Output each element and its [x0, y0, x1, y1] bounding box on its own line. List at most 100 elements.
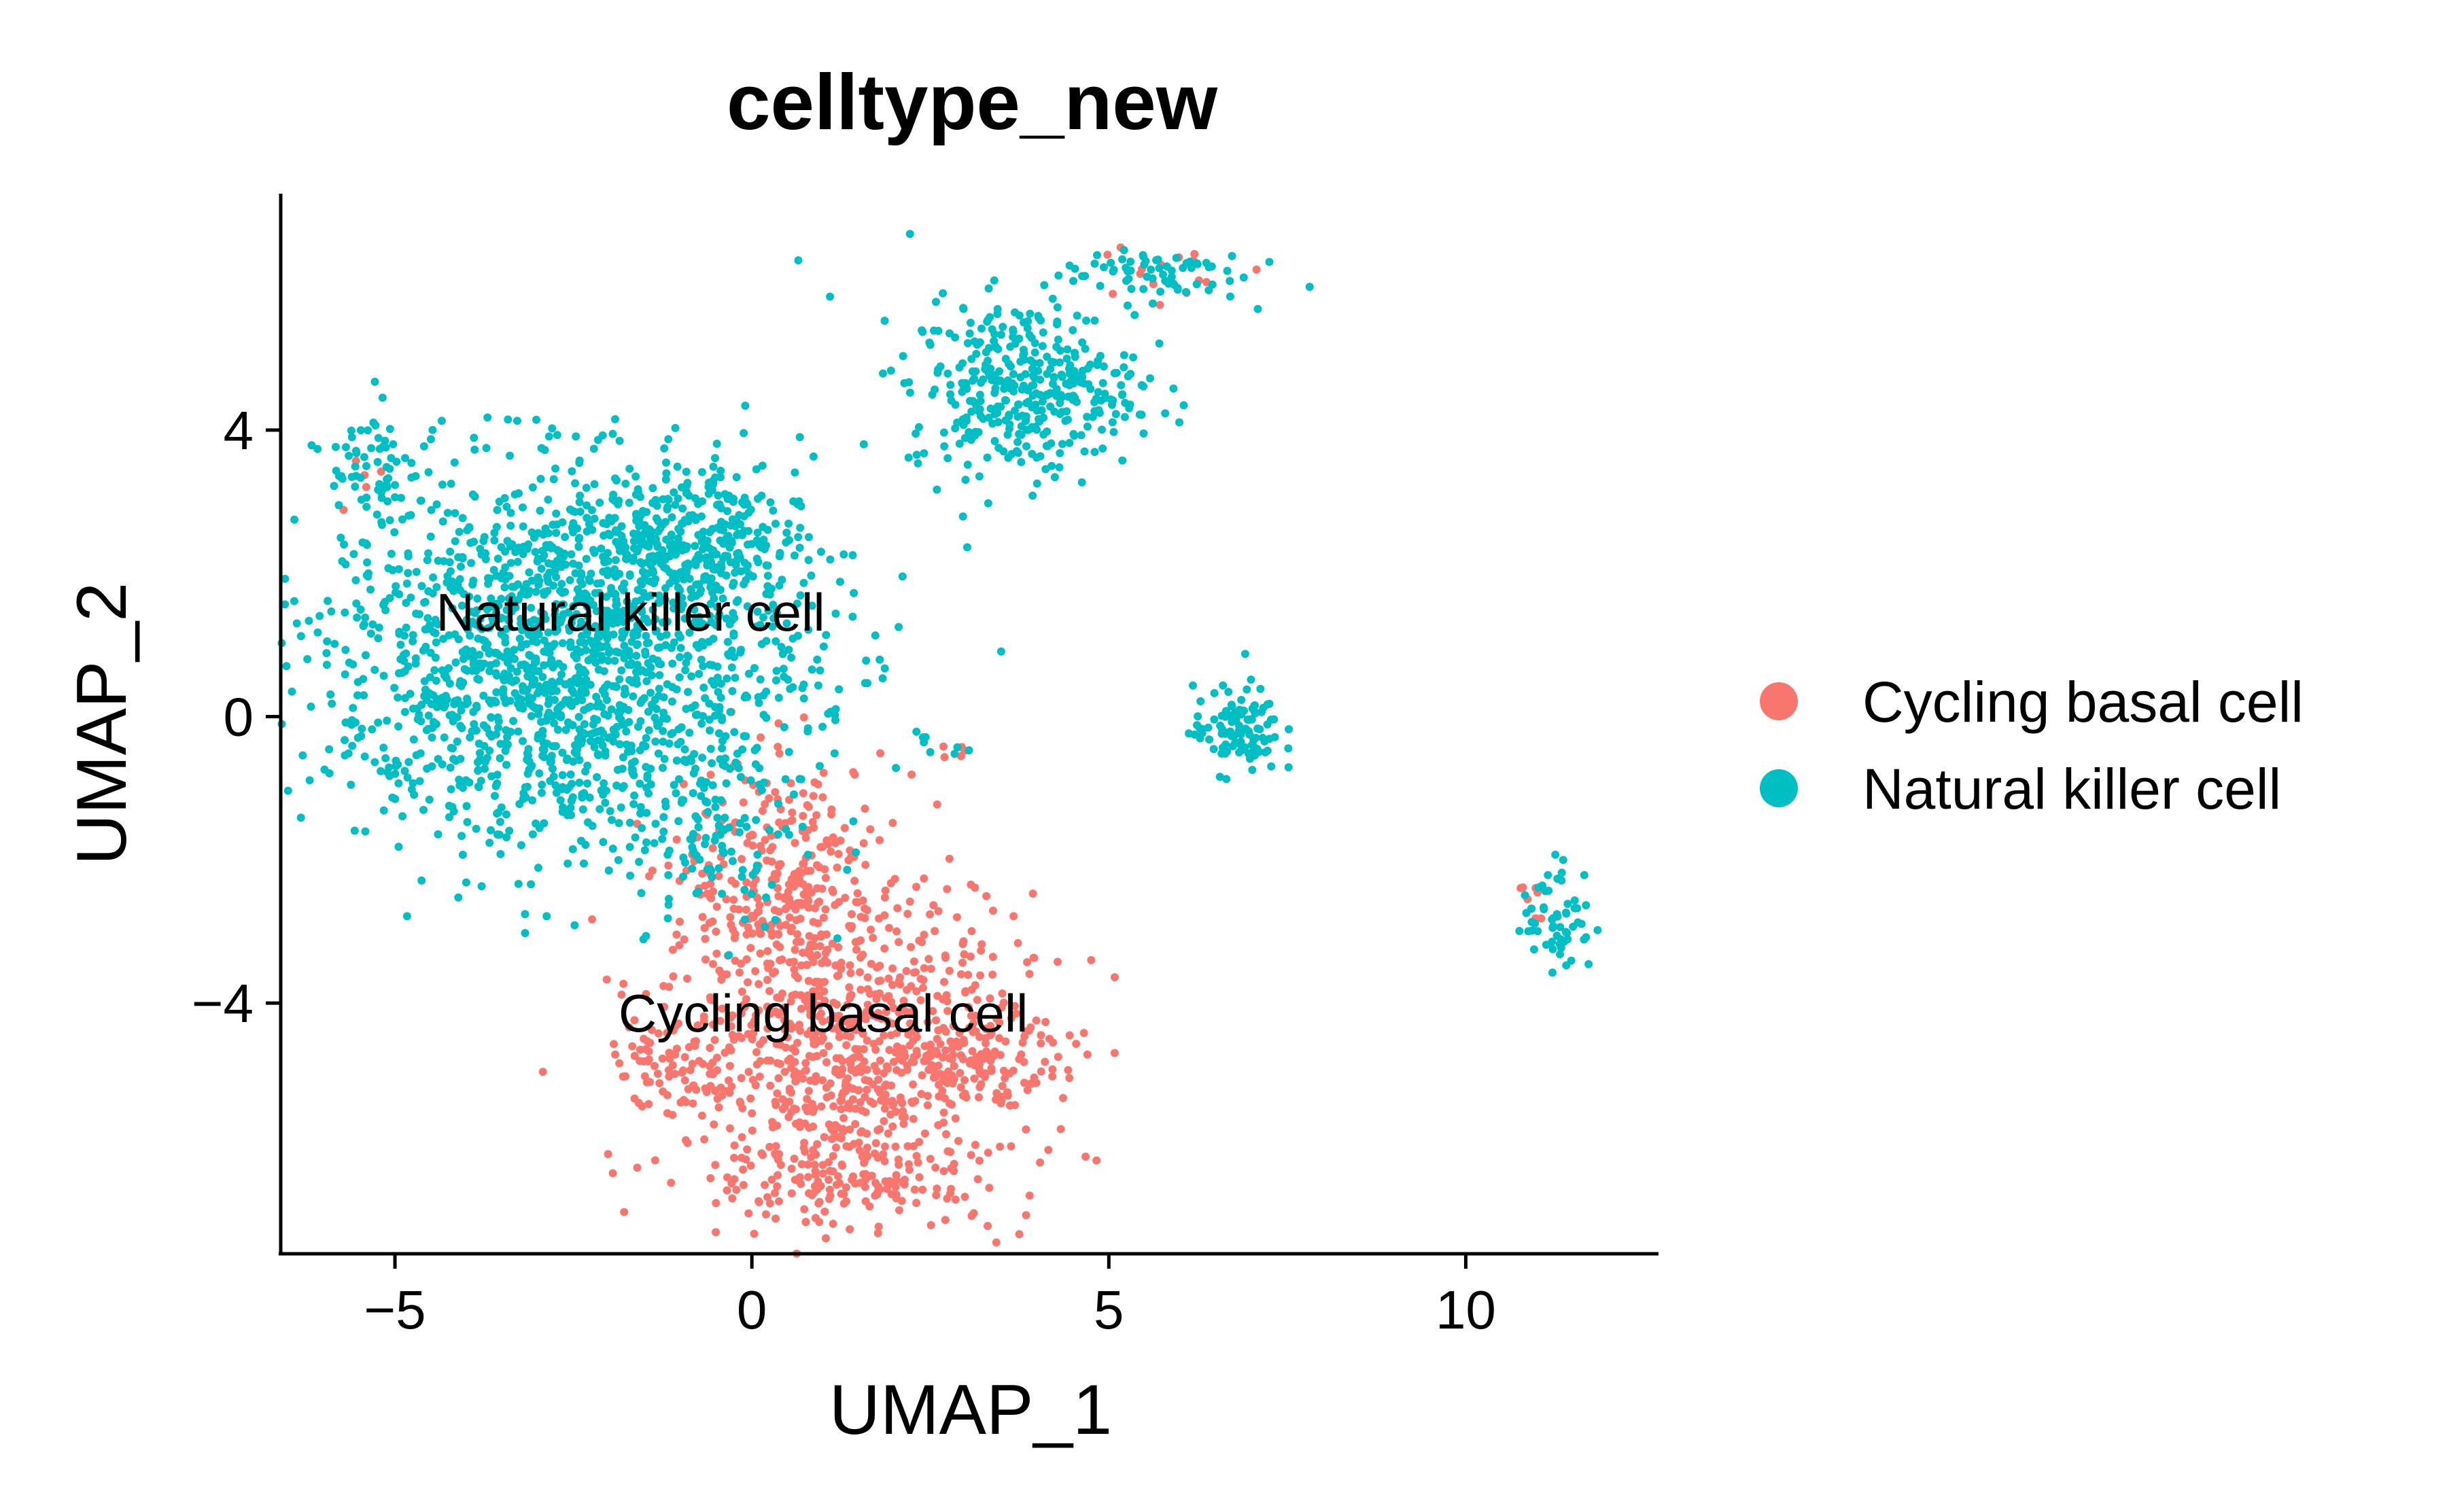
scatter-point	[1078, 372, 1087, 381]
scatter-point	[537, 718, 546, 726]
scatter-point	[604, 656, 612, 665]
scatter-point	[1228, 718, 1236, 726]
scatter-point	[880, 1097, 889, 1106]
scatter-point	[1120, 246, 1128, 255]
scatter-point	[508, 540, 517, 548]
scatter-point	[464, 625, 472, 634]
scatter-point	[778, 576, 786, 584]
scatter-point	[942, 1130, 950, 1139]
scatter-point	[537, 444, 546, 453]
scatter-point	[345, 451, 353, 460]
scatter-point	[752, 465, 761, 474]
scatter-point	[700, 541, 708, 550]
scatter-point	[909, 1142, 918, 1150]
scatter-point	[973, 340, 982, 349]
scatter-point	[784, 675, 793, 684]
scatter-point	[862, 656, 871, 665]
scatter-point	[791, 468, 799, 477]
scatter-point	[1137, 410, 1146, 419]
scatter-point	[578, 665, 587, 674]
scatter-point	[954, 1137, 962, 1145]
scatter-point	[886, 1110, 895, 1119]
scatter-point	[454, 635, 463, 644]
scatter-point	[880, 664, 889, 673]
scatter-point	[361, 827, 370, 836]
scatter-point	[394, 843, 403, 851]
scatter-point	[742, 822, 751, 831]
scatter-point	[402, 912, 411, 921]
scatter-point	[655, 643, 664, 652]
scatter-point	[426, 648, 435, 657]
scatter-point	[940, 442, 949, 451]
scatter-point	[797, 775, 805, 784]
scatter-point	[658, 834, 667, 843]
scatter-point	[1245, 727, 1253, 735]
scatter-point	[572, 645, 581, 654]
scatter-point	[714, 491, 723, 500]
scatter-point	[614, 707, 623, 716]
scatter-point	[837, 964, 846, 973]
scatter-point	[706, 1174, 715, 1182]
scatter-point	[459, 784, 468, 792]
scatter-point	[810, 942, 819, 951]
scatter-point	[1221, 740, 1230, 749]
scatter-point	[804, 803, 813, 811]
scatter-point	[1073, 311, 1081, 320]
scatter-point	[1248, 766, 1257, 774]
scatter-point	[811, 1074, 820, 1083]
scatter-point	[502, 625, 510, 633]
scatter-point	[660, 1002, 669, 1011]
scatter-point	[752, 1060, 761, 1069]
scatter-point	[816, 1182, 825, 1191]
scatter-point	[615, 1059, 624, 1068]
scatter-point	[305, 776, 314, 785]
scatter-point	[701, 694, 710, 703]
scatter-point	[567, 550, 576, 559]
scatter-point	[1570, 896, 1579, 904]
scatter-point	[453, 713, 462, 722]
scatter-point	[1013, 438, 1022, 446]
scatter-point	[347, 472, 356, 481]
scatter-point	[570, 508, 579, 516]
scatter-point	[446, 547, 455, 556]
scatter-point	[1204, 723, 1213, 732]
scatter-point	[502, 833, 511, 842]
scatter-point	[535, 576, 544, 585]
scatter-point	[989, 907, 997, 915]
scatter-point	[773, 1059, 782, 1068]
scatter-point	[482, 444, 491, 453]
scatter-point	[633, 547, 642, 556]
scatter-point	[1548, 945, 1557, 953]
scatter-point	[330, 639, 339, 648]
scatter-point	[1139, 285, 1148, 294]
scatter-point	[601, 798, 610, 807]
scatter-point	[889, 1004, 898, 1013]
scatter-point	[892, 927, 901, 936]
scatter-point	[372, 510, 381, 519]
scatter-point	[1209, 745, 1218, 754]
scatter-point	[1018, 1038, 1027, 1047]
scatter-point	[674, 1019, 683, 1028]
scatter-point	[945, 854, 954, 863]
legend-key-cycling-basal-cell	[1760, 682, 1798, 720]
scatter-point	[1570, 904, 1579, 913]
scatter-point	[698, 913, 707, 921]
scatter-point	[796, 937, 805, 946]
scatter-point	[803, 850, 812, 859]
scatter-point	[322, 649, 331, 658]
scatter-point	[1155, 264, 1164, 272]
scatter-point	[820, 978, 829, 986]
scatter-point	[479, 691, 488, 700]
scatter-point	[602, 641, 611, 650]
scatter-point	[469, 576, 478, 585]
scatter-point	[1064, 1066, 1073, 1074]
scatter-point	[753, 608, 762, 616]
scatter-point	[685, 574, 694, 583]
scatter-point	[660, 444, 669, 453]
scatter-point	[814, 898, 822, 907]
scatter-point	[341, 443, 350, 451]
scatter-point	[500, 694, 508, 703]
scatter-point	[727, 1179, 736, 1188]
scatter-point	[958, 958, 967, 967]
scatter-point	[667, 530, 676, 539]
